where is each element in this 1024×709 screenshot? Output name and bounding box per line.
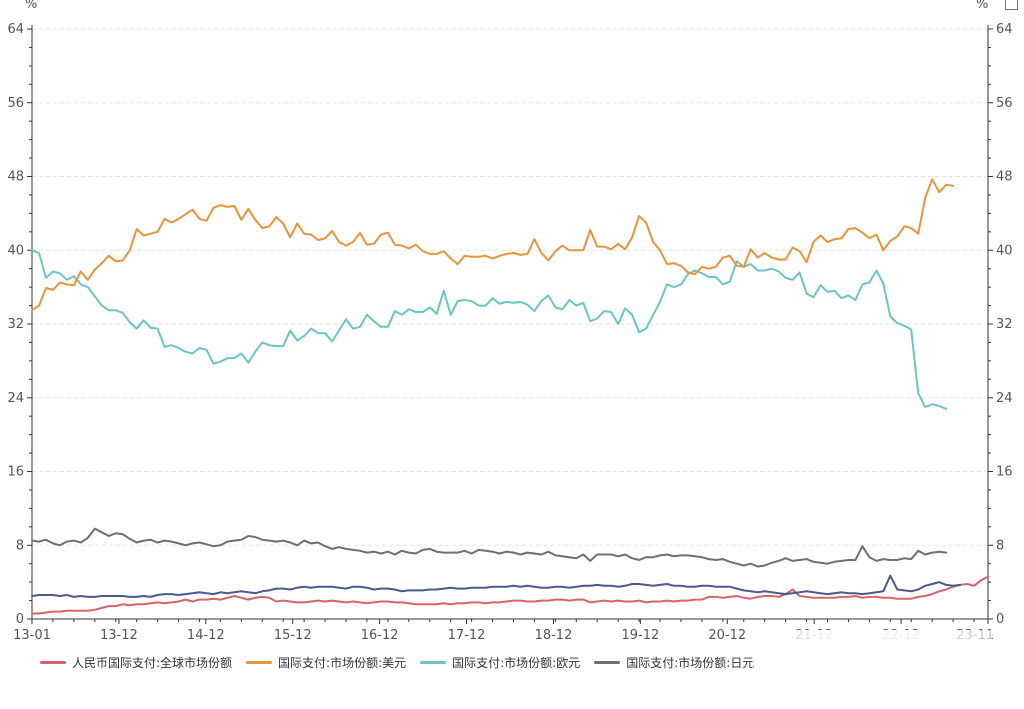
x-tick-label: 17-12 — [448, 628, 486, 643]
y-tick-label-left: 24 — [7, 391, 24, 406]
series-line-other — [31, 574, 962, 598]
series-line-rmb — [31, 575, 989, 615]
y-tick-label-right: 32 — [996, 317, 1013, 332]
x-tick-label: 19-12 — [621, 628, 659, 643]
legend-label: 国际支付:市场份额:日元 — [626, 656, 755, 670]
y-tick-label-right: 24 — [996, 391, 1013, 406]
x-tick-label: 14-12 — [187, 628, 225, 643]
y-tick-label-left: 8 — [16, 538, 24, 553]
legend-item-rmb[interactable]: 人民币国际支付:全球市场份额 — [40, 654, 232, 671]
x-tick-label: 13-12 — [100, 628, 138, 643]
download-icon[interactable] — [1005, 0, 1018, 10]
x-tick-label: 16-12 — [361, 628, 399, 643]
x-tick-label: 20-12 — [708, 628, 746, 643]
y-tick-label-left: 0 — [16, 612, 24, 627]
y-tick-label-left: 40 — [7, 243, 24, 258]
series-lines — [31, 178, 989, 615]
legend-swatch-icon — [594, 661, 621, 664]
legend: 人民币国际支付:全球市场份额 国际支付:市场份额:美元 国际支付:市场份额:欧元… — [40, 654, 754, 671]
gridlines — [32, 28, 988, 546]
x-tick-label: 13-01 — [13, 628, 51, 643]
y-tick-label-right: 64 — [996, 22, 1013, 37]
watermark-overlay — [752, 630, 992, 690]
legend-swatch-icon — [40, 661, 66, 664]
x-tick-label: 15-12 — [274, 628, 312, 643]
legend-label: 国际支付:市场份额:欧元 — [452, 656, 581, 670]
series-line-usd — [31, 178, 955, 312]
y-tick-label-right: 0 — [996, 612, 1004, 627]
y-tick-label-left: 64 — [7, 22, 24, 37]
legend-label: 人民币国际支付:全球市场份额 — [72, 656, 233, 670]
x-tick-label: 18-12 — [535, 628, 573, 643]
y-tick-label-right: 8 — [996, 538, 1004, 553]
series-line-eur — [31, 249, 948, 410]
y-tick-label-right: 40 — [996, 243, 1013, 258]
series-line-jpy — [31, 527, 948, 568]
legend-swatch-icon — [420, 661, 447, 664]
legend-item-jpy[interactable]: 国际支付:市场份额:日元 — [594, 654, 754, 671]
y-tick-label-left: 48 — [7, 170, 24, 185]
y-tick-label-right: 48 — [996, 170, 1013, 185]
y-tick-label-left: 56 — [7, 96, 24, 111]
y-tick-label-right: 56 — [996, 96, 1013, 111]
axes: % % — [25, 0, 989, 620]
legend-label: 国际支付:市场份额:美元 — [278, 656, 407, 670]
right-y-unit: % — [976, 0, 988, 12]
legend-item-eur[interactable]: 国际支付:市场份额:欧元 — [420, 654, 580, 671]
y-tick-label-left: 16 — [7, 465, 24, 480]
y-tick-label-left: 32 — [7, 317, 24, 332]
left-y-unit: % — [25, 0, 37, 12]
y-tick-label-right: 16 — [996, 465, 1013, 480]
legend-swatch-icon — [246, 661, 273, 664]
legend-item-usd[interactable]: 国际支付:市场份额:美元 — [246, 654, 406, 671]
